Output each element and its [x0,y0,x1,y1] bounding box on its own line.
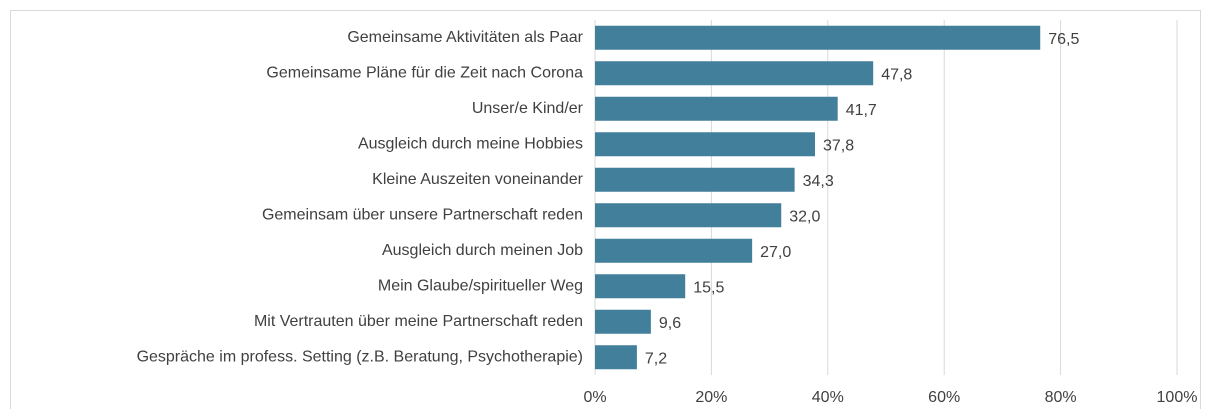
data-label: 15,5 [693,279,724,296]
data-label: 34,3 [803,173,834,190]
bar [595,167,795,192]
bar [595,25,1041,50]
data-label: 7,2 [645,350,667,367]
bar [595,203,782,228]
y-tick-label: Unser/e Kind/er [472,100,584,117]
y-tick-label: Ausgleich durch meine Hobbies [358,135,583,152]
chart-border [10,10,1201,409]
data-label: 47,8 [881,66,912,83]
y-tick-label: Ausgleich durch meinen Job [382,242,583,259]
y-tick-label: Gemeinsam über unsere Partnerschaft rede… [262,206,583,223]
bar [595,96,838,121]
y-tick-label: Kleine Auszeiten voneinander [372,171,583,188]
data-label: 9,6 [659,315,681,332]
x-tick-label: 80% [1045,389,1077,406]
y-tick-label: Mit Vertrauten über meine Partnerschaft … [254,313,583,330]
x-tick-label: 20% [695,389,727,406]
y-tick-label: Mein Glaube/spiritueller Weg [378,277,583,294]
data-label: 41,7 [846,102,877,119]
x-tick-label: 0% [583,389,606,406]
data-label: 27,0 [760,244,791,261]
data-label: 76,5 [1048,31,1079,48]
y-tick-label: Gemeinsame Pläne für die Zeit nach Coron… [266,64,583,81]
bar [595,309,651,334]
x-tick-label: 40% [812,389,844,406]
bar [595,238,753,263]
bar [595,345,637,370]
bar [595,132,815,157]
x-tick-label: 100% [1157,389,1198,406]
y-tick-label: Gespräche im profess. Setting (z.B. Bera… [137,348,583,365]
data-label: 32,0 [789,208,820,225]
data-label: 37,8 [823,137,854,154]
bar [595,61,874,86]
x-tick-label: 60% [928,389,960,406]
y-tick-label: Gemeinsame Aktivitäten als Paar [347,29,583,46]
bar [595,274,686,299]
